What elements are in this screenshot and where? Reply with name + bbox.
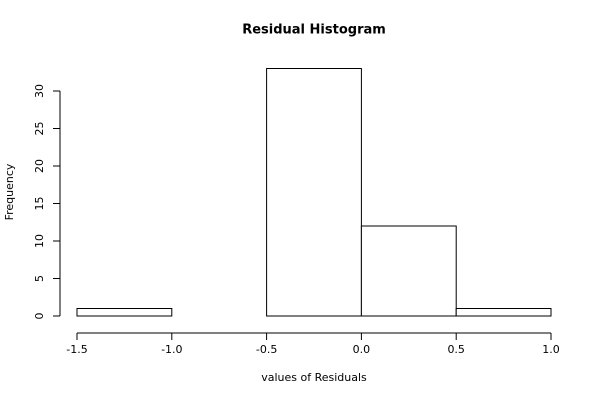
x-axis-label: values of Residuals: [261, 371, 367, 384]
x-tick-label: 1.0: [542, 343, 560, 356]
y-axis-label: Frequency: [3, 163, 16, 220]
x-tick-label: -1.5: [66, 343, 87, 356]
bar: [266, 68, 362, 317]
bar: [455, 308, 552, 317]
chart-title: Residual Histogram: [242, 23, 386, 38]
y-tick-label: 0: [33, 313, 46, 320]
y-tick-label: 25: [33, 122, 46, 136]
x-tick-label: -1.0: [161, 343, 182, 356]
y-tick-label: 10: [33, 234, 46, 248]
bar: [76, 308, 173, 317]
y-tick-label: 15: [33, 197, 46, 211]
y-tick-label: 30: [33, 84, 46, 98]
x-tick-label: -0.5: [256, 343, 277, 356]
x-tick-label: 0.0: [353, 343, 371, 356]
x-tick-label: 0.5: [447, 343, 465, 356]
y-tick-label: 5: [33, 275, 46, 282]
y-tick-label: 20: [33, 159, 46, 173]
bar: [360, 225, 457, 317]
